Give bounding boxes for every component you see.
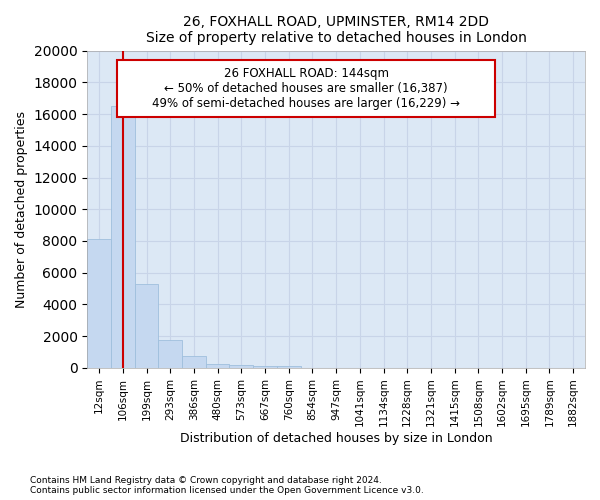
Title: 26, FOXHALL ROAD, UPMINSTER, RM14 2DD
Size of property relative to detached hous: 26, FOXHALL ROAD, UPMINSTER, RM14 2DD Si… xyxy=(146,15,527,45)
Bar xyxy=(158,340,182,368)
Bar xyxy=(111,106,134,368)
Y-axis label: Number of detached properties: Number of detached properties xyxy=(15,111,28,308)
Bar xyxy=(229,365,253,368)
Bar xyxy=(277,366,301,368)
Bar xyxy=(182,356,206,368)
Bar xyxy=(87,240,111,368)
Bar xyxy=(134,284,158,368)
Text: 26 FOXHALL ROAD: 144sqm
← 50% of detached houses are smaller (16,387)
49% of sem: 26 FOXHALL ROAD: 144sqm ← 50% of detache… xyxy=(152,67,460,110)
X-axis label: Distribution of detached houses by size in London: Distribution of detached houses by size … xyxy=(180,432,493,445)
Text: Contains HM Land Registry data © Crown copyright and database right 2024.
Contai: Contains HM Land Registry data © Crown c… xyxy=(30,476,424,495)
Bar xyxy=(253,366,277,368)
Bar xyxy=(206,364,229,368)
